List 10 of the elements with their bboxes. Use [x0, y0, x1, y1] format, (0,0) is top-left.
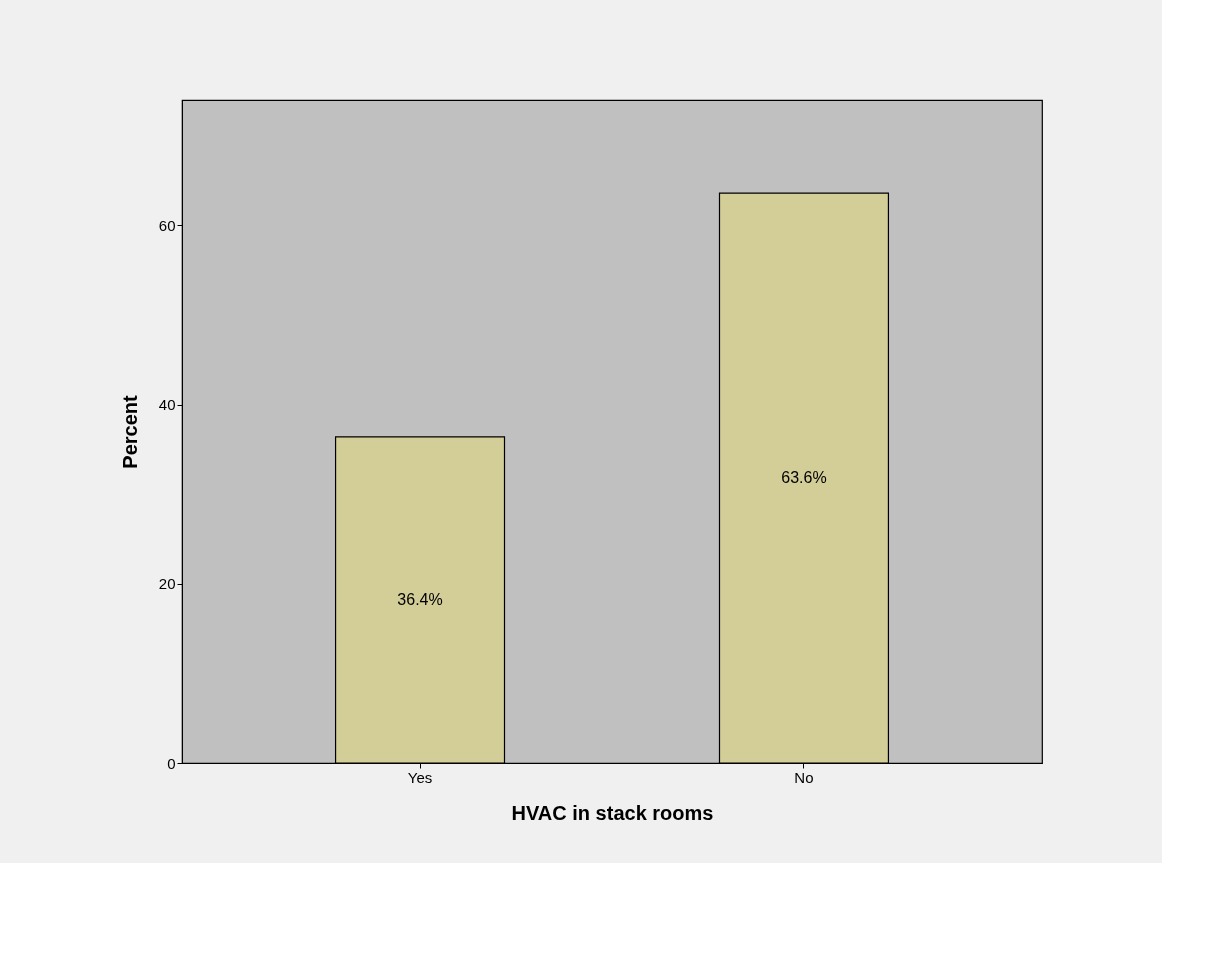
y-tick-label: 0 — [167, 754, 176, 772]
data-label: 36.4% — [397, 590, 443, 608]
y-axis-title: Percent — [118, 394, 141, 469]
y-tick-label: 40 — [158, 396, 176, 414]
x-tick-label: No — [794, 768, 814, 786]
y-tick-label: 20 — [158, 575, 176, 593]
x-tick-label: Yes — [407, 768, 433, 786]
y-tick-label: 60 — [158, 216, 176, 234]
x-axis-title: HVAC in stack rooms — [511, 801, 714, 824]
data-label: 63.6% — [781, 469, 827, 487]
